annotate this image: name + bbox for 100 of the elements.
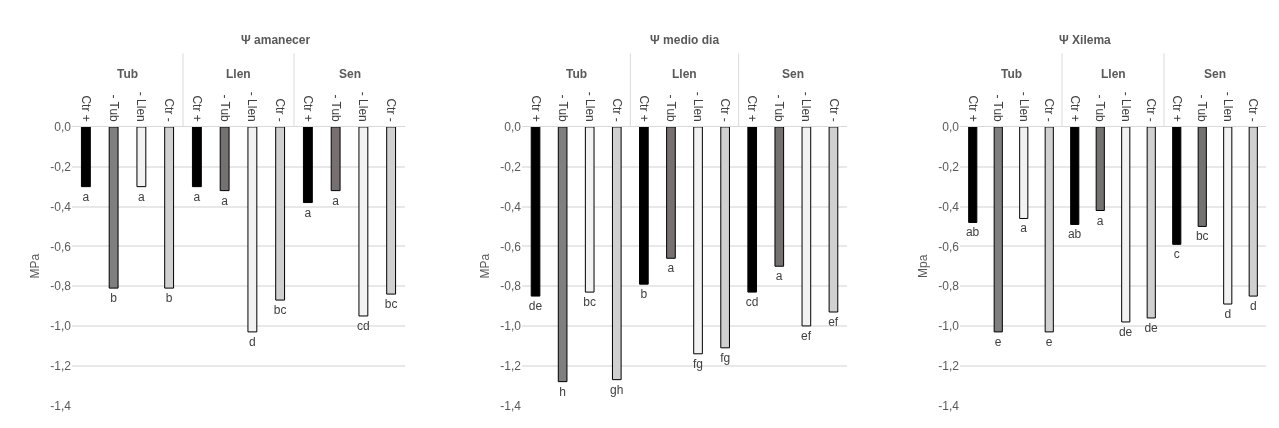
x-tick-label: - Tub — [1195, 94, 1210, 123]
data-label: a — [304, 205, 312, 220]
y-tick-label: -1,0 — [938, 319, 960, 334]
y-tick-label: -0,4 — [500, 199, 522, 214]
data-label: ef — [828, 315, 839, 329]
text: Llen — [672, 67, 697, 81]
data-label: bc — [384, 297, 398, 312]
data-label: a — [1020, 221, 1028, 236]
x-tick-label: - Llen — [1016, 91, 1031, 122]
data-label: bc — [1195, 229, 1209, 244]
x-tick-label: - Tub — [664, 94, 679, 123]
data-label: e — [994, 334, 1002, 349]
y-tick-label: -1,0 — [500, 319, 522, 334]
x-tick-label: - Llen — [356, 91, 371, 122]
y-tick-label: 0,0 — [942, 120, 960, 135]
y-axis-title: Mpa — [915, 254, 930, 278]
chart-title: Ψ Xilema — [1059, 33, 1112, 47]
y-tick-label: -1,2 — [50, 358, 72, 373]
x-tick-label: Ctr + — [78, 95, 93, 122]
data-label: a — [1096, 213, 1104, 228]
x-tick-label: - Tub — [328, 94, 343, 123]
y-tick-label: -0,8 — [500, 279, 522, 294]
data-label: ef — [801, 328, 812, 343]
y-tick-label: -1,0 — [50, 319, 72, 334]
data-label: de — [1144, 320, 1159, 335]
data-label: c — [1173, 247, 1180, 262]
x-tick-label: Ctr + — [965, 95, 980, 122]
x-tick-label: Ctr - — [1246, 98, 1261, 122]
chart-title: Ψ medio dia — [650, 33, 720, 47]
data-label: a — [667, 261, 675, 276]
data-label: d — [249, 334, 256, 349]
data-label: gh — [610, 382, 624, 397]
x-tick-label: - Llen — [245, 91, 260, 122]
data-label: cd — [357, 318, 370, 333]
data-label: e — [1045, 334, 1053, 349]
data-label: de — [528, 299, 543, 314]
y-tick-label: -0,6 — [50, 239, 72, 254]
x-tick-label: Ctr - — [718, 98, 733, 122]
text: Llen — [1101, 67, 1126, 81]
x-tick-label: - Llen — [1220, 91, 1235, 122]
text: Tub — [1001, 67, 1023, 81]
data-label: a — [137, 189, 145, 204]
y-tick-label: -1,4 — [50, 398, 72, 413]
y-tick-label: -1,4 — [938, 398, 960, 413]
data-label: b — [165, 291, 173, 306]
data-label: b — [640, 287, 648, 302]
data-label: a — [82, 189, 90, 204]
x-tick-label: - Tub — [772, 94, 787, 123]
x-tick-label: - Tub — [106, 94, 121, 123]
data-label: cd — [745, 295, 759, 310]
data-label: a — [193, 189, 201, 204]
y-axis-title: MPa — [477, 253, 492, 279]
y-tick-label: -0,2 — [50, 159, 72, 174]
chart-title: Ψ amanecer — [241, 33, 311, 47]
text: Tub — [117, 67, 139, 81]
x-tick-label: - Llen — [582, 91, 597, 122]
x-tick-label: - Llen — [799, 91, 814, 122]
data-label: a — [332, 193, 340, 208]
text: Tub — [566, 67, 588, 81]
x-tick-label: Ctr - — [273, 98, 288, 122]
data-label: de — [1118, 324, 1133, 339]
y-tick-label: -0,2 — [938, 159, 960, 174]
data-label: a — [221, 193, 229, 208]
data-label: ab — [965, 225, 980, 240]
x-tick-label: - Llen — [1118, 91, 1133, 122]
x-tick-label: - Tub — [1093, 94, 1108, 123]
x-tick-label: - Llen — [134, 91, 149, 122]
x-tick-label: - Tub — [217, 94, 232, 123]
data-label: bc — [273, 303, 287, 318]
text: Sen — [1204, 67, 1227, 81]
y-tick-label: 0,0 — [504, 120, 522, 135]
x-tick-label: Ctr + — [300, 95, 315, 122]
data-label: b — [110, 291, 118, 306]
data-label: h — [559, 384, 566, 399]
x-tick-label: Ctr - — [1144, 98, 1159, 122]
x-tick-label: - Tub — [991, 94, 1006, 123]
y-tick-label: -0,2 — [500, 159, 522, 174]
y-tick-label: -0,4 — [938, 199, 960, 214]
data-label: d — [1249, 299, 1257, 314]
x-tick-label: - Llen — [691, 91, 706, 122]
data-label: d — [1224, 307, 1232, 322]
y-tick-label: -0,8 — [50, 279, 72, 294]
y-tick-label: -0,8 — [938, 279, 960, 294]
y-tick-label: -0,4 — [50, 199, 72, 214]
x-tick-label: Ctr - — [384, 98, 399, 122]
x-tick-label: Ctr + — [1067, 95, 1082, 122]
y-tick-label: -0,6 — [938, 239, 960, 254]
y-tick-label: 0,0 — [54, 120, 72, 135]
x-tick-label: Ctr - — [1042, 98, 1057, 122]
data-label: bc — [583, 295, 597, 310]
y-tick-label: -1,2 — [938, 358, 960, 373]
data-label: a — [775, 269, 783, 284]
x-tick-label: Ctr + — [1169, 95, 1184, 122]
text: Sen — [339, 67, 362, 81]
x-tick-label: Ctr + — [745, 95, 760, 122]
text: Llen — [226, 67, 251, 81]
y-tick-label: -1,2 — [500, 358, 522, 373]
x-tick-label: Ctr + — [528, 95, 543, 122]
x-tick-label: - Tub — [555, 94, 570, 123]
y-axis-title: MPa — [27, 253, 42, 279]
